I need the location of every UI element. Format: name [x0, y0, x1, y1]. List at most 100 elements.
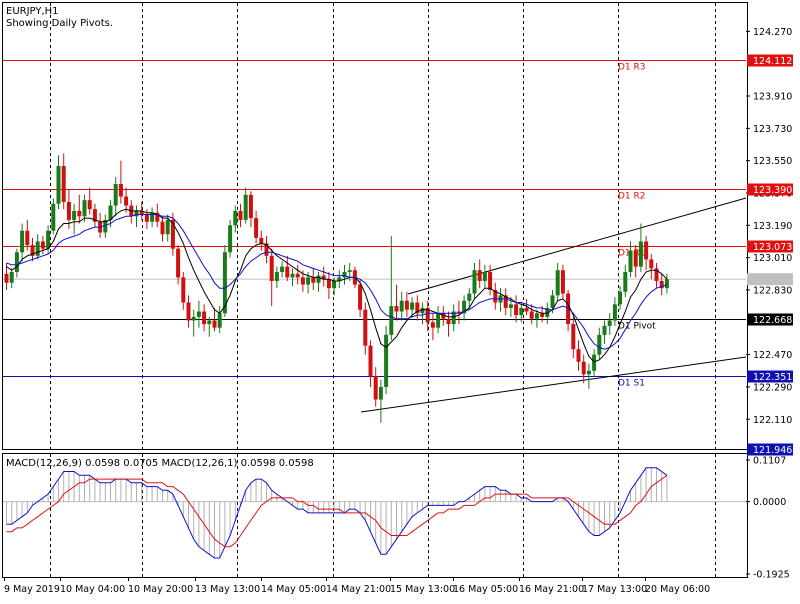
- candle-body: [534, 313, 539, 319]
- candle: [659, 273, 664, 296]
- candle-body: [217, 313, 222, 328]
- candle-body: [20, 230, 25, 253]
- candle: [628, 241, 633, 278]
- candle-body: [425, 307, 430, 323]
- candle: [186, 295, 191, 328]
- candle: [191, 309, 196, 337]
- candle: [347, 263, 352, 281]
- candle: [212, 307, 217, 332]
- candle-body: [103, 219, 108, 233]
- candle: [529, 304, 534, 325]
- candle: [124, 187, 129, 213]
- candle-body: [571, 324, 576, 350]
- candle: [612, 297, 617, 326]
- candle-body: [430, 322, 435, 328]
- candle: [269, 248, 274, 307]
- candle-body: [358, 284, 363, 310]
- candle-body: [280, 266, 285, 272]
- candle: [488, 264, 493, 296]
- candle: [415, 295, 420, 321]
- candle: [170, 212, 175, 256]
- candle: [254, 210, 259, 244]
- candle-body: [150, 212, 155, 222]
- candle-body: [664, 279, 669, 289]
- candle: [150, 207, 155, 228]
- candle-body: [342, 272, 347, 278]
- candle-body: [337, 277, 342, 281]
- candle-body: [9, 272, 14, 283]
- candle-body: [274, 272, 279, 281]
- candle-body: [384, 334, 389, 387]
- candle: [40, 236, 45, 255]
- candle: [92, 203, 97, 228]
- candle: [384, 325, 389, 395]
- candle-body: [311, 277, 316, 283]
- current-price-tag: [747, 273, 793, 286]
- macd-panel-frame: [2, 453, 748, 578]
- candle: [493, 282, 498, 310]
- x-tick-label: 20 May 06:00: [645, 584, 710, 595]
- candle: [155, 203, 160, 228]
- pivot-subtitle: Showing Daily Pivots.: [6, 18, 113, 29]
- candle: [519, 302, 524, 323]
- candle: [638, 223, 643, 272]
- candle: [576, 340, 581, 371]
- x-tick-label: 15 May 13:00: [390, 584, 455, 595]
- candle: [654, 263, 659, 289]
- candle: [290, 268, 295, 287]
- candle: [295, 264, 300, 285]
- trendline: [360, 356, 747, 413]
- price-tag: [747, 370, 793, 383]
- candle: [4, 263, 9, 290]
- candle: [618, 286, 623, 310]
- candle: [77, 194, 82, 224]
- candle-body: [92, 209, 97, 222]
- candle: [358, 279, 363, 317]
- candle: [430, 313, 435, 341]
- candle-body: [576, 349, 581, 362]
- candle: [337, 270, 342, 289]
- candle-body: [519, 307, 524, 316]
- candle: [176, 245, 181, 285]
- price-tag: [747, 183, 793, 196]
- candle-body: [410, 302, 415, 310]
- candle-body: [436, 313, 441, 328]
- candle-body: [191, 316, 196, 321]
- candle: [87, 187, 92, 215]
- candle: [259, 230, 264, 251]
- candle-body: [332, 280, 337, 289]
- y-tick-label: 122.830: [753, 285, 792, 296]
- candle: [46, 225, 51, 255]
- candle-body: [586, 370, 591, 375]
- candle: [451, 304, 456, 332]
- candle-body: [644, 241, 649, 260]
- candle: [378, 379, 383, 423]
- y-tick-label: 122.290: [753, 382, 792, 393]
- candle: [326, 272, 331, 299]
- candle-body: [540, 313, 545, 317]
- candle: [482, 264, 487, 289]
- candle: [342, 264, 347, 285]
- candle-body: [529, 311, 534, 319]
- candle-body: [176, 248, 181, 278]
- candle-body: [170, 219, 175, 249]
- candle: [462, 295, 467, 321]
- candle: [446, 311, 451, 337]
- candle-body: [56, 166, 61, 204]
- candle-body: [212, 320, 217, 328]
- pivot-level-label: D1 S1: [618, 379, 645, 389]
- x-tick-label: 14 May 21:00: [326, 584, 391, 595]
- candle: [165, 214, 170, 242]
- candle-body: [134, 210, 139, 217]
- pivot-level-label: D1 R3: [618, 63, 646, 73]
- candle: [316, 272, 321, 292]
- candle-body: [451, 311, 456, 325]
- candle: [540, 306, 545, 323]
- candle-body: [181, 277, 186, 303]
- candle-body: [514, 304, 519, 316]
- macd-y-tick-label: 0.1107: [753, 456, 786, 467]
- y-tick-label: 124.270: [753, 27, 792, 38]
- candle: [25, 219, 30, 251]
